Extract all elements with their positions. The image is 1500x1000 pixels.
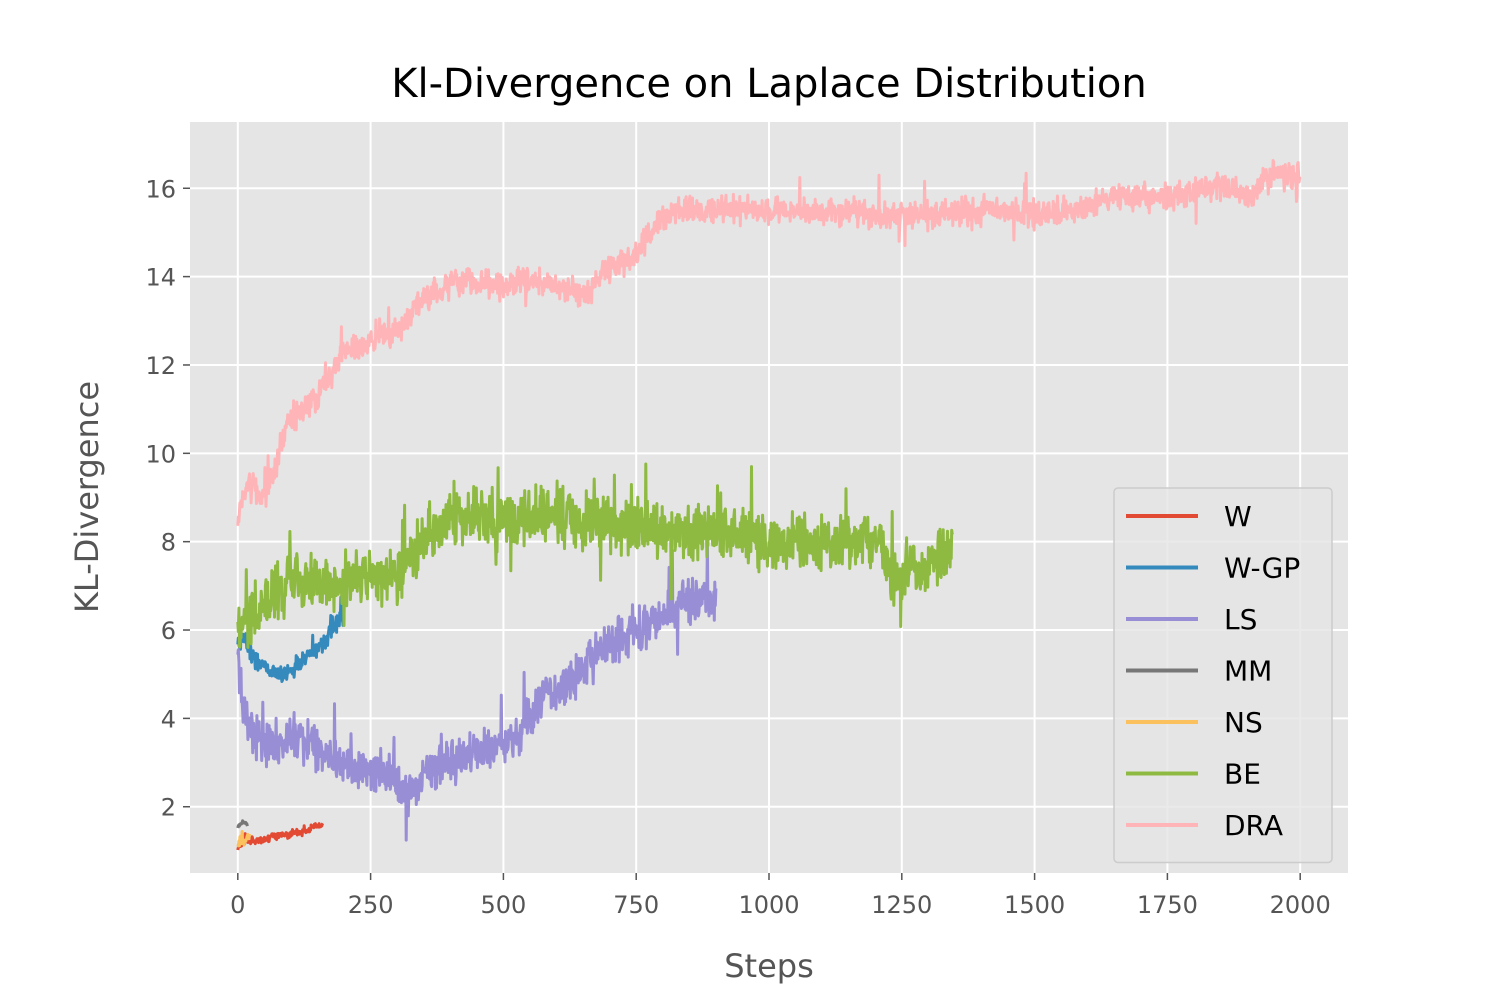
x-tick-label: 0	[230, 891, 245, 919]
y-tick-label: 12	[145, 352, 176, 380]
series-line-dra	[236, 159, 1302, 526]
legend-label: DRA	[1224, 809, 1283, 842]
series-lines	[236, 159, 1302, 851]
series-line-w-gp	[236, 595, 346, 683]
legend-label: NS	[1224, 706, 1263, 739]
y-axis-ticks: 2 4 6 8 10 12 14 16	[145, 175, 190, 822]
legend-label: MM	[1224, 655, 1272, 688]
y-tick-label: 6	[161, 617, 176, 645]
series-line-ns	[236, 830, 251, 848]
legend-label: BE	[1224, 758, 1261, 791]
x-tick-label: 1250	[871, 891, 932, 919]
y-axis-title: KL-Divergence	[68, 381, 106, 613]
y-tick-label: 4	[161, 705, 176, 733]
y-tick-label: 16	[145, 175, 176, 203]
y-tick-label: 2	[161, 794, 176, 822]
series-line-ls	[236, 542, 718, 842]
legend-box	[1113, 487, 1333, 864]
legend-label: W-GP	[1224, 552, 1300, 585]
x-tick-label: 750	[613, 891, 659, 919]
series-line-mm	[236, 819, 249, 829]
x-axis-ticks: 0 250 500 750 1000 1250 1500 1750 2000	[230, 873, 1331, 919]
y-tick-label: 14	[145, 264, 176, 292]
y-tick-label: 10	[145, 440, 176, 468]
x-tick-label: 500	[480, 891, 526, 919]
series-line-w	[236, 822, 325, 851]
y-tick-label: 8	[161, 529, 176, 557]
x-tick-label: 250	[348, 891, 394, 919]
legend: W W-GP LS MM NS BE DRA	[1113, 487, 1333, 864]
x-tick-label: 1000	[738, 891, 799, 919]
x-tick-label: 1750	[1137, 891, 1198, 919]
x-tick-label: 2000	[1270, 891, 1331, 919]
legend-label: W	[1224, 500, 1252, 533]
series-line-be	[236, 462, 954, 649]
chart-title: Kl-Divergence on Laplace Distribution	[391, 61, 1146, 107]
x-tick-label: 1500	[1004, 891, 1065, 919]
legend-label: LS	[1224, 603, 1257, 636]
x-axis-title: Steps	[724, 947, 814, 985]
